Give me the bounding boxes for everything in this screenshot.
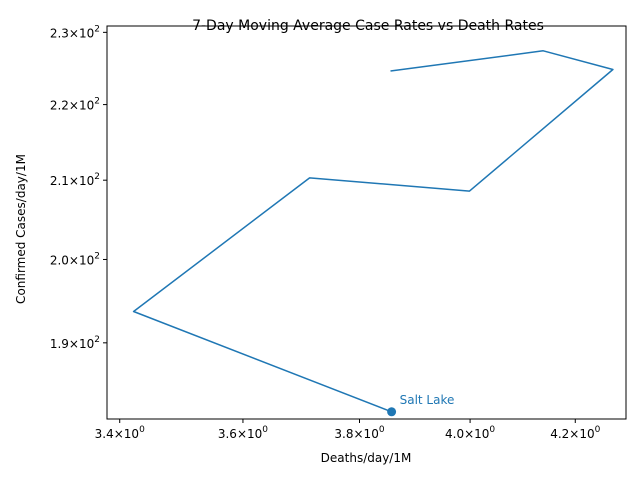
- series-line: [132, 50, 614, 413]
- endpoint-marker: [387, 407, 397, 417]
- plot-area: Salt Lake: [132, 50, 614, 417]
- y-tick-label: 2.3×102: [50, 24, 100, 40]
- y-axis-ticks: 1.9×102 2.0×102 2.1×102 2.2×102 2.3×102: [50, 24, 107, 351]
- y-axis-label: Confirmed Cases/day/1M: [14, 154, 28, 304]
- x-tick-label: 4.2×100: [550, 425, 600, 441]
- x-tick-label: 3.8×100: [334, 425, 384, 441]
- axes-frame: [106, 25, 627, 420]
- x-tick-label: 3.4×100: [95, 425, 145, 441]
- annotation-label: Salt Lake: [400, 393, 455, 407]
- y-tick-label: 2.2×102: [50, 97, 100, 113]
- x-axis-label: Deaths/day/1M: [321, 451, 412, 465]
- x-tick-label: 4.0×100: [445, 425, 495, 441]
- y-tick-label: 2.0×102: [50, 251, 100, 267]
- y-tick-label: 1.9×102: [50, 335, 100, 351]
- x-axis-ticks: 3.4×100 3.6×100 3.8×100 4.0×100 4.2×100: [95, 419, 601, 441]
- y-tick-label: 2.1×102: [50, 172, 100, 188]
- x-tick-label: 3.6×100: [218, 425, 268, 441]
